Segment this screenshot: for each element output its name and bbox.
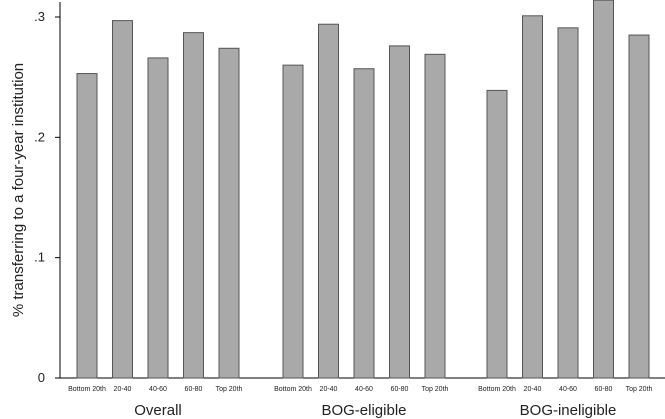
group-label: BOG-eligible bbox=[321, 402, 406, 419]
bar bbox=[486, 89, 508, 379]
category-label: 20-40 bbox=[114, 386, 132, 393]
y-ticks: 0 .1 .2 .3 bbox=[34, 9, 60, 385]
category-label: Top 20th bbox=[216, 386, 243, 393]
y-tick-label: 0 bbox=[38, 370, 45, 385]
category-label: Top 20th bbox=[422, 386, 449, 393]
category-label: Bottom 20th bbox=[274, 386, 312, 393]
bar bbox=[593, 0, 614, 379]
bar bbox=[628, 34, 650, 379]
bar bbox=[522, 15, 543, 379]
category-label: 20-40 bbox=[320, 386, 338, 393]
y-tick-label: .3 bbox=[34, 9, 45, 24]
bar bbox=[353, 68, 375, 379]
bar bbox=[183, 32, 204, 379]
bars bbox=[76, 0, 650, 379]
bar bbox=[389, 45, 410, 379]
bar bbox=[76, 73, 98, 379]
y-axis-title: % transferring to a four-year institutio… bbox=[10, 63, 27, 317]
category-label: Bottom 20th bbox=[68, 386, 106, 393]
category-label: Top 20th bbox=[626, 386, 653, 393]
y-tick-label: .2 bbox=[34, 129, 45, 144]
bar bbox=[557, 27, 579, 379]
bar bbox=[218, 47, 240, 379]
category-label: 60-80 bbox=[595, 386, 613, 393]
group-label: Overall bbox=[134, 402, 182, 419]
bar bbox=[147, 57, 169, 379]
category-labels: Bottom 20th 20-40 40-60 60-80 Top 20th Bottom… bbox=[68, 386, 652, 393]
bar bbox=[112, 20, 133, 379]
bar bbox=[424, 53, 446, 379]
category-label: 20-40 bbox=[524, 386, 542, 393]
category-label: 40-60 bbox=[559, 386, 577, 393]
category-label: Bottom 20th bbox=[478, 386, 516, 393]
category-label: 60-80 bbox=[391, 386, 409, 393]
bar bbox=[282, 64, 304, 379]
group-label: BOG-ineligible bbox=[520, 402, 617, 419]
bar bbox=[318, 23, 339, 379]
category-label: 60-80 bbox=[185, 386, 203, 393]
category-label: 40-60 bbox=[149, 386, 167, 393]
category-label: 40-60 bbox=[355, 386, 373, 393]
y-tick-label: .1 bbox=[34, 250, 45, 265]
group-labels: Overall BOG-eligible BOG-ineligible bbox=[134, 402, 616, 419]
